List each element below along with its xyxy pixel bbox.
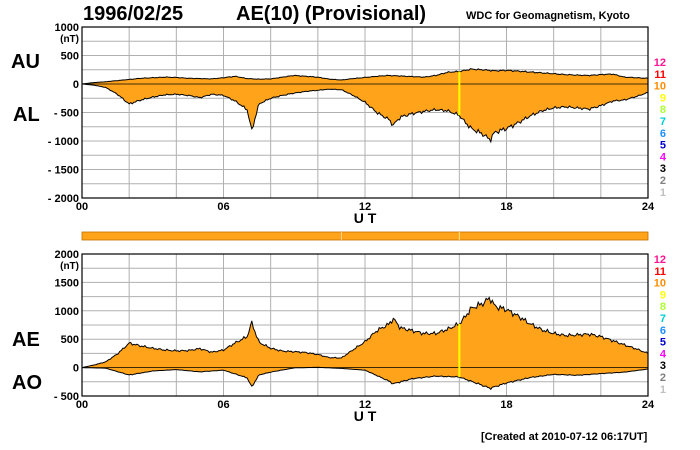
- y-unit-label: (nT): [60, 34, 79, 45]
- station-count-label: 1: [660, 384, 666, 396]
- x-tick-label: 00: [76, 201, 88, 213]
- series-line-au: [81, 68, 649, 85]
- station-count-label: 7: [660, 116, 666, 128]
- x-tick-label: 18: [500, 201, 512, 213]
- y-tick-label: - 1500: [48, 165, 79, 177]
- y-tick-label: 500: [61, 51, 79, 63]
- y-tick-label: - 500: [54, 108, 79, 120]
- x-tick-label: 00: [76, 399, 88, 411]
- x-axis-label: U T: [354, 210, 377, 226]
- station-count-label: 3: [660, 163, 666, 175]
- y-tick-label: 1000: [55, 22, 79, 34]
- panel-frame: [81, 26, 649, 199]
- x-tick-label: 18: [500, 399, 512, 411]
- data-availability-bar: [81, 231, 649, 241]
- station-count-label: 7: [660, 313, 666, 325]
- station-count-label: 9: [660, 92, 666, 104]
- y-tick-label: 0: [73, 363, 79, 375]
- x-tick-label: 24: [642, 399, 655, 411]
- ao-side-label: AO: [12, 372, 42, 394]
- ae-side-label: AE: [12, 329, 40, 351]
- envelope-fill: [82, 297, 648, 390]
- y-tick-label: 1000: [55, 306, 79, 318]
- y-tick-label: 0: [73, 79, 79, 91]
- y-unit-label: (nT): [60, 261, 79, 272]
- au-side-label: AU: [11, 51, 40, 73]
- created-timestamp: [Created at 2010-07-12 06:17UT]: [481, 431, 648, 443]
- al-side-label: AL: [13, 104, 40, 126]
- station-count-label: 4: [660, 348, 667, 360]
- station-count-label: 11: [654, 69, 666, 81]
- station-count-label: 11: [654, 266, 666, 278]
- series-line-ae: [81, 296, 649, 369]
- station-count-label: 5: [660, 337, 666, 349]
- chart-title: AE(10) (Provisional): [236, 3, 427, 25]
- station-count-label: 12: [654, 57, 666, 69]
- organization-label: WDC for Geomagnetism, Kyoto: [466, 10, 630, 22]
- station-count-label: 8: [660, 104, 666, 116]
- station-count-label: 2: [660, 175, 666, 187]
- station-count-label: 1: [660, 187, 666, 199]
- station-count-label: 8: [660, 301, 666, 313]
- station-count-label: 10: [654, 278, 666, 290]
- envelope-fill: [82, 68, 648, 142]
- x-axis-label: U T: [354, 408, 377, 424]
- x-tick-label: 06: [217, 201, 229, 213]
- x-tick-label: 06: [217, 399, 229, 411]
- y-tick-label: 1500: [55, 277, 79, 289]
- panel-frame: [81, 253, 649, 397]
- x-tick-label: 12: [359, 201, 371, 213]
- station-count-label: 12: [654, 254, 666, 266]
- station-count-label: 3: [660, 360, 666, 372]
- y-tick-label: - 2000: [48, 193, 79, 205]
- station-count-label: 6: [660, 325, 666, 337]
- y-tick-label: - 1000: [48, 136, 79, 148]
- y-tick-label: 500: [61, 334, 79, 346]
- station-count-label: 4: [660, 151, 667, 163]
- station-count-label: 6: [660, 128, 666, 140]
- series-line-al: [81, 83, 649, 144]
- y-tick-label: 2000: [55, 249, 79, 261]
- series-line-ao: [82, 366, 648, 391]
- station-count-label: 5: [660, 140, 666, 152]
- x-tick-label: 12: [359, 399, 371, 411]
- station-count-label: 2: [660, 372, 666, 384]
- chart-date: 1996/02/25: [83, 3, 184, 25]
- station-count-label: 9: [660, 289, 666, 301]
- station-count-label: 10: [654, 81, 666, 93]
- x-tick-label: 24: [642, 201, 655, 213]
- y-tick-label: - 500: [54, 391, 79, 403]
